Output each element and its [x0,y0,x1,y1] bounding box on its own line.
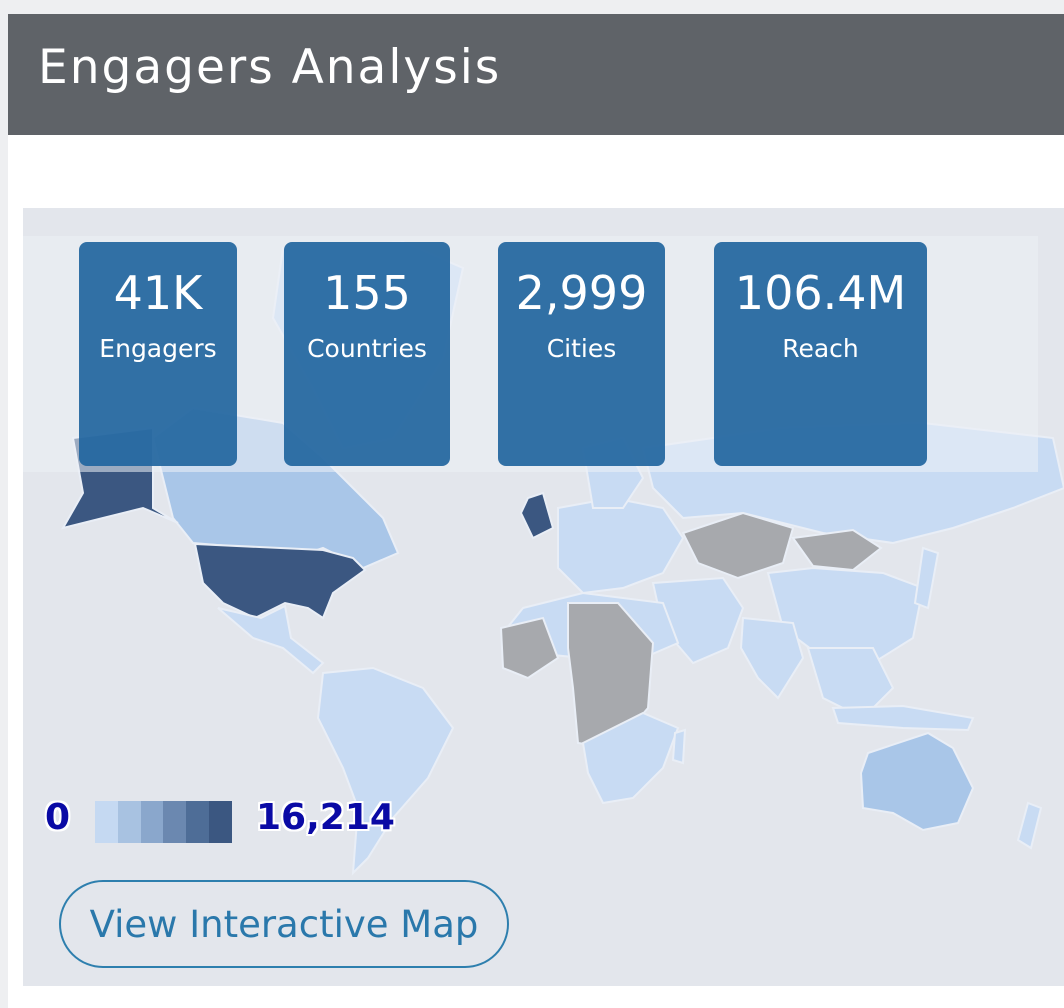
stat-label: Cities [546,334,617,363]
map-region-southern-africa [581,711,680,805]
map-region-india [739,616,805,700]
map-region-australia [859,731,975,832]
map-region-japan [913,546,940,610]
stat-countries: 155 Countries [284,242,450,466]
map-region-new-zealand [1016,801,1043,850]
card-header: Engagers Analysis [8,14,1064,135]
legend-color-scale [95,801,232,843]
legend-swatch [140,801,164,843]
stat-cities: 2,999 Cities [498,242,665,466]
map-region-uk [519,491,555,540]
stat-label: Countries [307,334,427,363]
legend-swatch [95,801,118,843]
map-region-mongolia [791,528,883,572]
map-region-kazakhstan [681,511,795,580]
map-region-south-america [316,666,455,876]
legend-swatch [163,801,187,843]
stat-value: 106.4M [734,266,907,320]
map-region-madagascar [671,728,687,765]
stat-engagers: 41K Engagers [79,242,237,466]
legend-min-label: 0 [45,797,71,838]
stat-label: Reach [782,334,859,363]
map-region-west-africa-grey [499,616,560,680]
stat-value: 41K [113,266,203,320]
stat-value: 2,999 [515,266,648,320]
map-region-indonesia [831,704,975,732]
stat-value: 155 [323,266,411,320]
legend-swatch [209,801,232,843]
map-region-southeast-asia [806,647,895,720]
legend-swatch [186,801,210,843]
map-region-usa [193,542,367,620]
legend-swatch [117,801,141,843]
view-interactive-map-button[interactable]: View Interactive Map [59,880,509,968]
stat-label: Engagers [99,334,217,363]
map-region-europe [557,496,685,595]
card-title: Engagers Analysis [38,40,502,95]
legend-max-label: 16,214 [256,797,395,838]
map-region-mexico [217,604,325,675]
world-map-panel: 41K Engagers 155 Countries 2,999 Cities … [23,208,1064,986]
stat-reach: 106.4M Reach [714,242,927,466]
